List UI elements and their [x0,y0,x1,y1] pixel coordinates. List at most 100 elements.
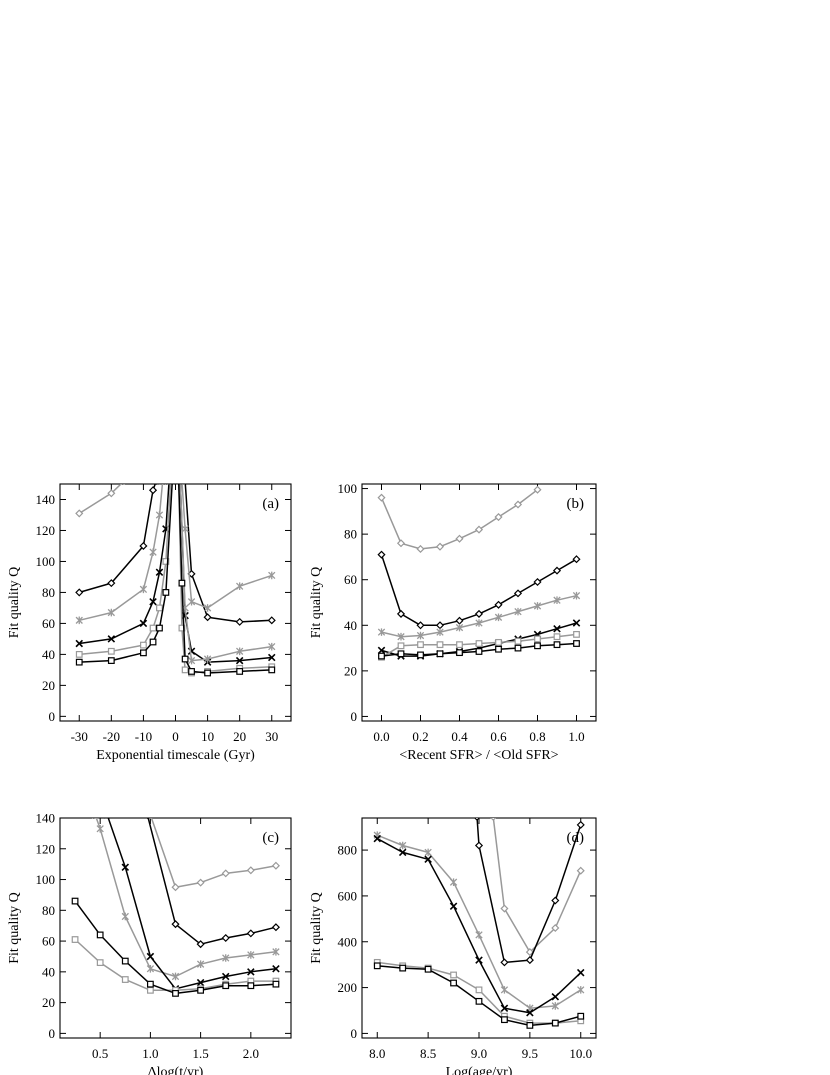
data-point [475,619,483,627]
data-point [551,1019,559,1027]
data-point [377,493,386,502]
data-point [155,568,164,577]
data-point [221,869,230,878]
plot-frame-c [59,817,292,1039]
data-point [396,539,406,548]
data-point [533,602,542,610]
x-tick-label: 20 [233,729,246,744]
panel-label: (a) [262,496,279,512]
y-axis-label: Fit quality Q [309,892,324,964]
data-point [221,972,230,981]
data-point [247,982,255,990]
data-point [436,641,444,649]
y-tick-label: 40 [42,647,55,662]
plot-frame-a [59,483,292,722]
data-point [204,669,211,677]
data-point [71,897,79,905]
data-point [475,931,483,939]
data-point [171,972,180,981]
series-line-2 [79,484,156,594]
data-point [551,923,560,933]
data-point [139,541,148,551]
data-point [236,668,244,675]
data-point [178,624,186,632]
data-point [123,484,126,485]
x-tick-label: -30 [71,729,88,744]
data-point [500,904,509,913]
series-line-4 [476,818,582,964]
data-point [271,923,280,932]
data-point [107,608,115,617]
data-point [475,648,483,655]
data-point [107,635,116,643]
data-point [572,619,581,627]
data-point [146,952,155,961]
x-tick-label: 0.0 [373,729,389,744]
data-point [184,484,187,485]
data-point [103,818,111,819]
y-tick-label: 40 [344,618,357,633]
data-point [576,820,585,829]
series-line-4 [107,818,276,990]
y-tick-label: 100 [338,481,358,496]
data-point [196,878,205,887]
y-tick-label: 800 [338,843,358,858]
data-point [121,863,130,871]
data-point [156,604,163,612]
data-point [475,986,483,994]
x-tick-label: 1.5 [192,1046,208,1061]
plot-area-d [373,818,585,1029]
data-point [96,931,104,939]
data-point [168,484,176,485]
data-point [181,666,189,674]
y-tick-label: 20 [344,663,357,678]
data-point [396,609,406,618]
data-point [525,948,534,957]
data-point [397,632,405,641]
data-point [149,638,157,646]
data-point [424,855,432,864]
data-point [107,579,116,588]
data-point [222,954,230,962]
data-point [474,609,484,618]
data-point [552,566,562,575]
data-point [139,585,148,594]
data-point [96,959,104,967]
data-point [474,841,484,850]
data-point [236,582,244,591]
data-point [155,484,158,485]
data-point [551,992,560,1001]
data-point [514,637,522,645]
data-point [514,644,522,652]
data-point [553,624,561,633]
data-point [474,818,480,821]
data-point [490,818,497,821]
series-line-1 [377,834,582,1009]
data-point [268,666,276,674]
x-tick-label: 0.6 [490,729,507,744]
data-point [75,658,83,666]
data-point [373,834,382,843]
data-point [268,642,276,651]
data-point [576,866,585,875]
y-tick-label: 20 [42,678,55,693]
y-tick-label: 600 [338,888,358,903]
data-point [75,588,84,597]
data-point [246,929,255,938]
data-point [121,957,129,965]
data-point [121,912,129,921]
data-point [235,656,244,665]
data-point [495,638,502,646]
x-axis-label: Exponential timescale (Gyr) [96,748,255,763]
panel-c: 0.5 1.0 1.5 2.0 0 20 40 60 80 100 120 140 Δlog(t/yr)… [7,811,292,1075]
data-point [551,1002,559,1010]
series-line-9 [179,484,272,663]
data-point [175,484,183,485]
data-point [475,956,483,964]
data-point [416,631,425,640]
data-point [236,647,244,656]
y-tick-label: 80 [42,585,55,600]
data-point [436,650,444,658]
plot-area-c [71,818,280,997]
data-point [377,550,386,559]
